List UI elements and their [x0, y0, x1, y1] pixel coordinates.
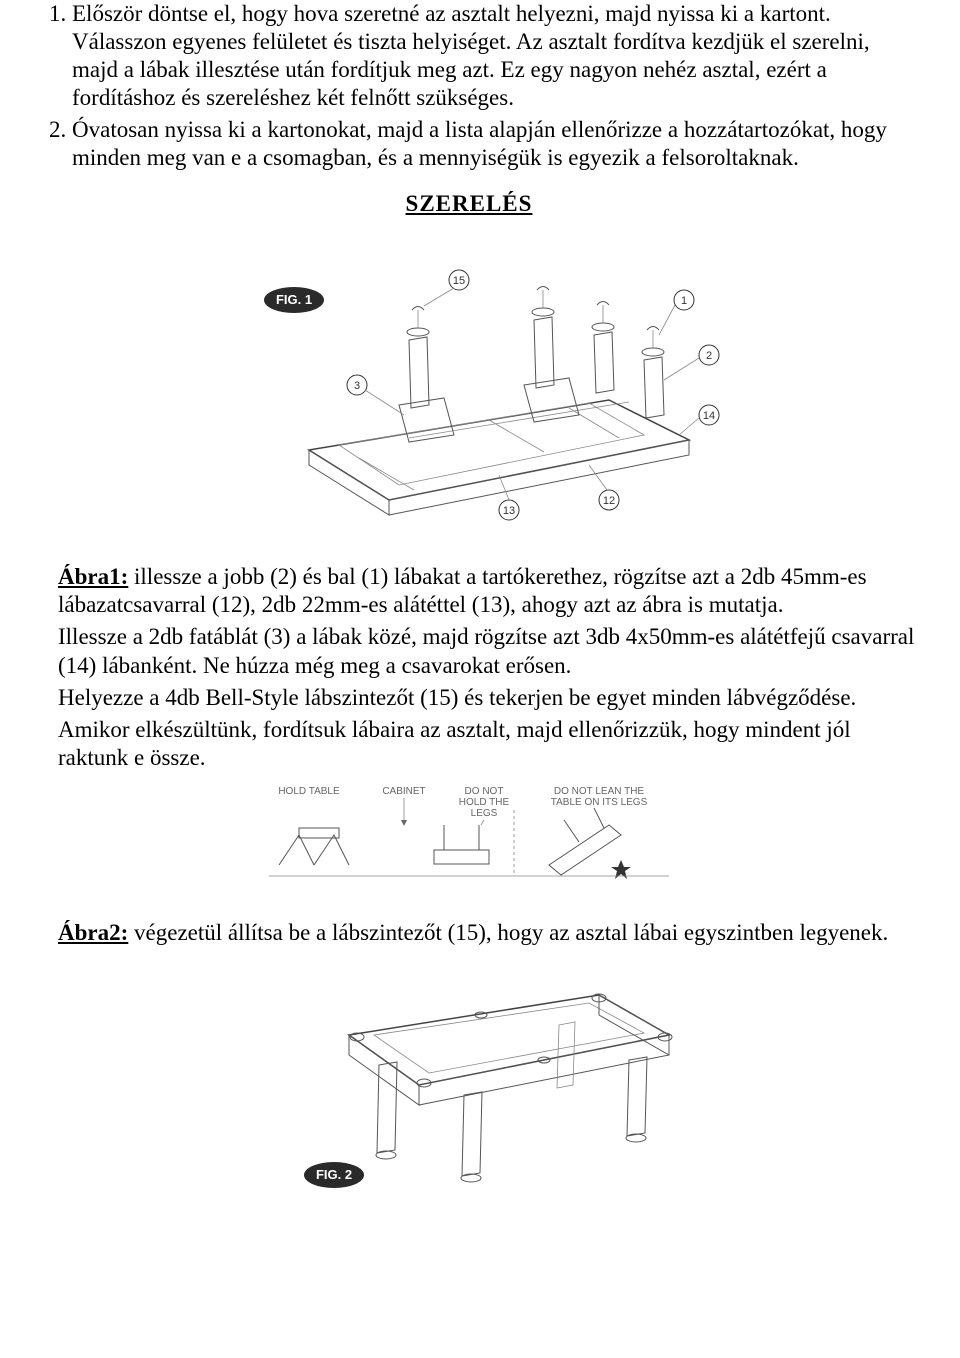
- svg-text:HOLD TABLE: HOLD TABLE: [278, 786, 340, 797]
- figure-2: FIG. 2: [18, 965, 920, 1202]
- mid-diagram-svg: HOLD TABLE CABINET DO NOT HOLD THE LEGS …: [259, 780, 679, 890]
- abra1-line3: Helyezze a 4db Bell-Style lábszintezőt (…: [18, 684, 920, 712]
- figure-1: FIG. 1 15: [18, 240, 920, 537]
- abra2-text: végezetül állítsa be a lábszintezőt (15)…: [128, 920, 888, 945]
- abra2-paragraph: Ábra2: végezetül állítsa be a lábszintez…: [18, 919, 920, 947]
- figure-2-svg: FIG. 2: [229, 965, 709, 1195]
- svg-text:2: 2: [706, 350, 712, 362]
- list-item-1: Először döntse el, hogy hova szeretné az…: [72, 0, 920, 112]
- svg-text:CABINET: CABINET: [382, 786, 425, 797]
- svg-text:HOLD THE: HOLD THE: [459, 797, 510, 808]
- abra1-line4: Amikor elkészültünk, fordítsuk lábaira a…: [18, 716, 920, 772]
- fig2-badge: FIG. 2: [316, 1167, 352, 1182]
- svg-text:LEGS: LEGS: [471, 808, 498, 819]
- svg-text:3: 3: [354, 380, 360, 392]
- abra1-text-1: illessze a jobb (2) és bal (1) lábakat a…: [58, 564, 867, 617]
- list-item-2: Óvatosan nyissa ki a kartonokat, majd a …: [72, 116, 920, 172]
- svg-text:13: 13: [503, 505, 515, 517]
- figure-1-svg: FIG. 1 15: [189, 240, 749, 530]
- mid-diagram: HOLD TABLE CABINET DO NOT HOLD THE LEGS …: [18, 780, 920, 897]
- svg-text:DO NOT: DO NOT: [465, 786, 504, 797]
- svg-text:15: 15: [453, 275, 465, 287]
- abra2-label: Ábra2:: [58, 920, 128, 945]
- svg-text:12: 12: [603, 495, 615, 507]
- svg-text:14: 14: [703, 410, 715, 422]
- fig1-badge: FIG. 1: [276, 292, 312, 307]
- abra1-paragraph: Ábra1: illessze a jobb (2) és bal (1) lá…: [18, 563, 920, 619]
- svg-text:TABLE ON ITS LEGS: TABLE ON ITS LEGS: [551, 797, 648, 808]
- section-title: SZERELÉS: [18, 190, 920, 218]
- svg-text:DO NOT LEAN THE: DO NOT LEAN THE: [554, 786, 645, 797]
- abra1-line2: Illessze a 2db fatáblát (3) a lábak közé…: [18, 623, 920, 679]
- svg-text:1: 1: [681, 295, 687, 307]
- abra1-label: Ábra1:: [58, 564, 128, 589]
- preparation-list: Először döntse el, hogy hova szeretné az…: [18, 0, 920, 172]
